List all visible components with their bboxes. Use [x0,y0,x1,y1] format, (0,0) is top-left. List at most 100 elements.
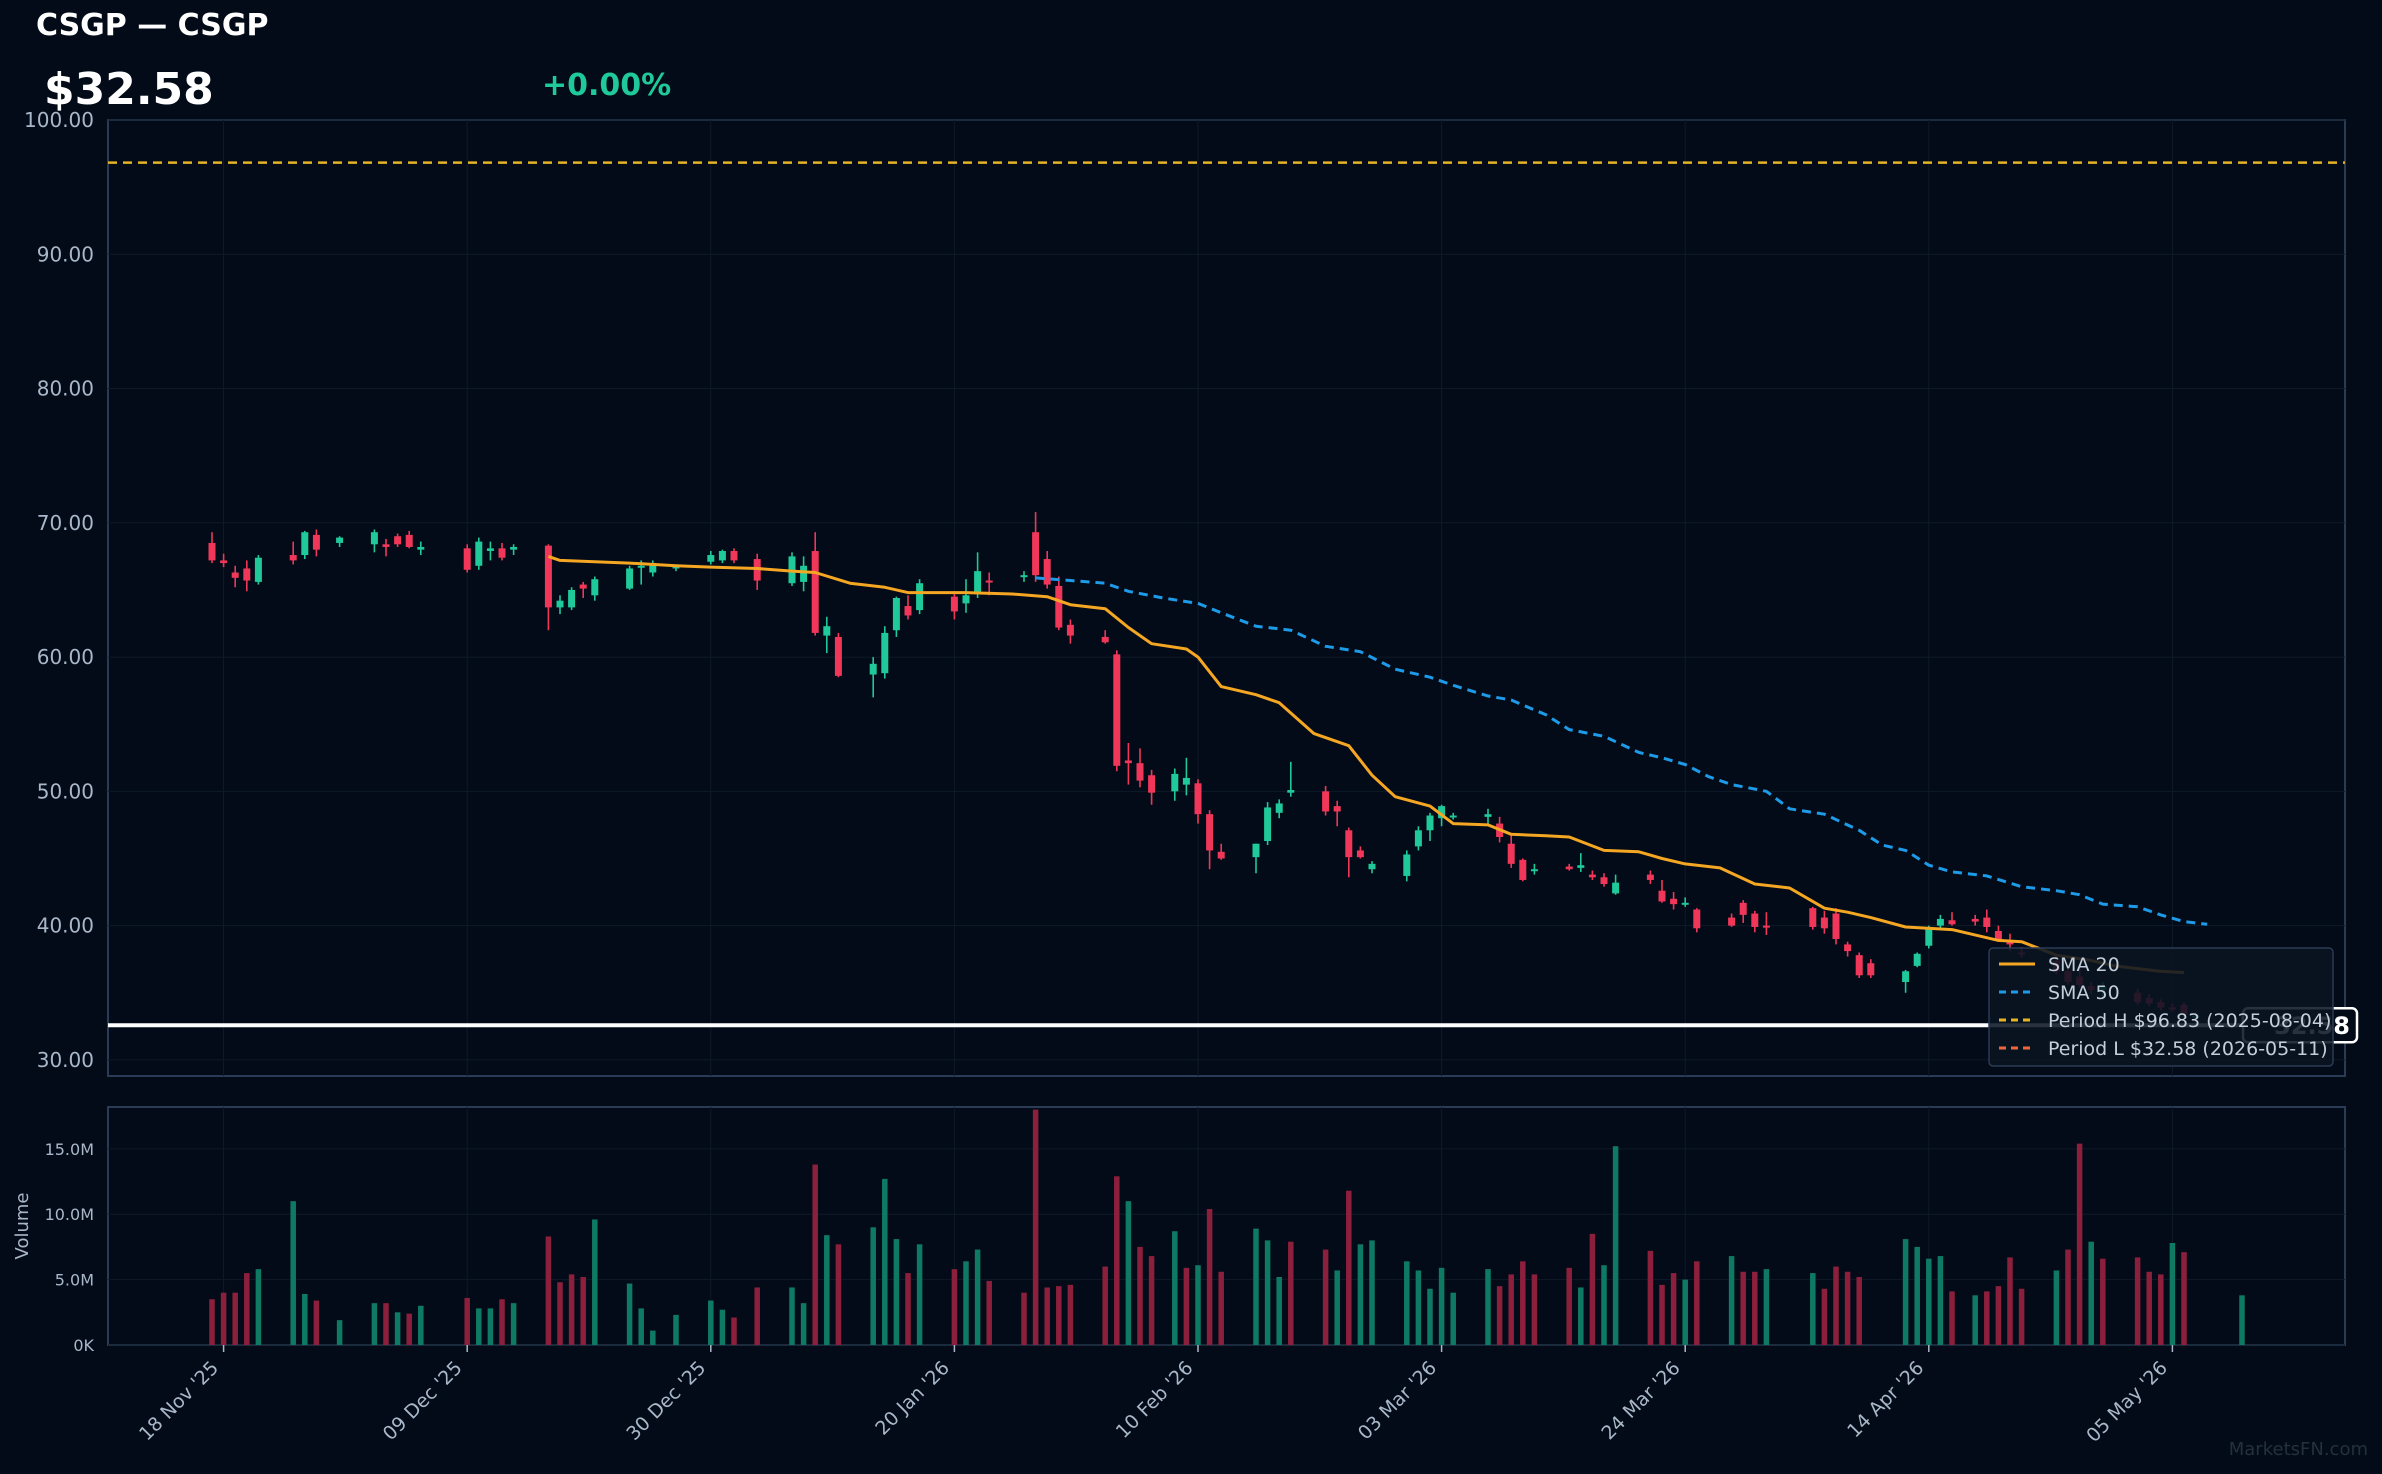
volume-bar [800,1303,807,1345]
candle-body [1588,874,1596,878]
candle-body [1530,869,1538,872]
volume-bar [1032,1109,1039,1345]
volume-bar [1195,1265,1201,1345]
candle [1820,910,1828,934]
volume-bar [1427,1288,1433,1345]
candle-body [1426,815,1434,831]
candle-body [985,580,993,583]
volume-bar [1253,1228,1259,1345]
candle-body [1449,815,1457,818]
candle [1333,800,1341,827]
volume-bar [1531,1274,1538,1345]
candle-body [1136,763,1144,781]
candle-body [1519,859,1527,880]
candle [289,541,297,565]
price-tick-label: 100.00 [24,108,94,132]
candle [881,626,889,679]
price-tick-label: 70.00 [37,511,94,535]
volume-bar [290,1201,296,1345]
candle [1101,630,1109,644]
volume-bar [1148,1256,1155,1345]
candle [962,579,970,613]
candle-body [1124,760,1132,764]
volume-bar [1659,1284,1665,1345]
candle [486,541,494,561]
volume-tick-label: 5.0M [55,1271,94,1290]
candle [231,565,239,588]
candle [1020,571,1028,582]
candle-body [1414,830,1422,847]
current-price: $32.58 [44,64,214,115]
candle-body [475,541,483,566]
candle-body [1832,913,1840,940]
candle [1252,843,1260,874]
candle-body [916,583,924,611]
volume-bar [1856,1277,1862,1345]
candle-body [811,551,819,633]
candle [1322,785,1330,816]
volume-bar [986,1280,992,1345]
candle [892,596,900,637]
volume-bar [487,1308,494,1345]
volume-bar [394,1312,401,1345]
volume-bar [476,1308,482,1345]
candle-body [1148,775,1156,793]
candle-body [1855,955,1863,976]
candle-body [370,532,378,545]
volume-bar [1334,1270,1340,1345]
volume-bar [882,1178,888,1345]
candle [254,555,262,585]
candle-body [626,568,634,589]
volume-bar [1102,1266,1108,1345]
volume-panel [107,1106,2346,1346]
candle-body [1438,806,1446,819]
candle-body [1971,918,1979,922]
candle [1948,912,1956,926]
sma50-line [1035,576,2208,926]
candle [568,587,576,611]
volume-bar [1357,1244,1364,1345]
candle-body [289,555,297,561]
candle [1577,853,1585,872]
volume-bar [1647,1250,1654,1345]
candle-body [1762,925,1770,928]
candle-body [382,544,390,547]
volume-bar [1937,1256,1944,1345]
candle [579,581,587,598]
candle-body [1171,773,1179,792]
volume-bar [2134,1257,2141,1345]
candle-body [707,555,715,562]
candle [220,553,228,568]
candle-body [1264,807,1272,842]
volume-bar [2239,1295,2245,1345]
candle [904,595,912,620]
volume-bar [383,1303,389,1345]
volume-bar [255,1269,262,1345]
volume-bar [638,1308,644,1345]
volume-bar [1520,1261,1526,1345]
candle [1832,908,1840,945]
volume-bar [1752,1271,1758,1345]
candle [1287,761,1295,797]
candle-body [869,663,877,675]
volume-bar [1056,1286,1062,1345]
legend-box [1988,947,2334,1067]
candle-body [962,595,970,604]
candle [1530,863,1538,875]
candle [544,544,552,631]
candle [1124,743,1132,785]
candle-body [881,632,889,674]
volume-bar [557,1282,563,1345]
candle-body [1356,850,1364,858]
candle-body [1867,963,1875,976]
candle [1867,959,1875,978]
candle-body [718,551,726,561]
volume-bar [1821,1288,1828,1345]
candle [950,591,958,620]
candle [869,657,877,698]
candle [1275,799,1283,819]
candle [1728,913,1736,927]
candle-body [950,596,958,612]
candle [1507,832,1515,868]
candle [370,529,378,553]
